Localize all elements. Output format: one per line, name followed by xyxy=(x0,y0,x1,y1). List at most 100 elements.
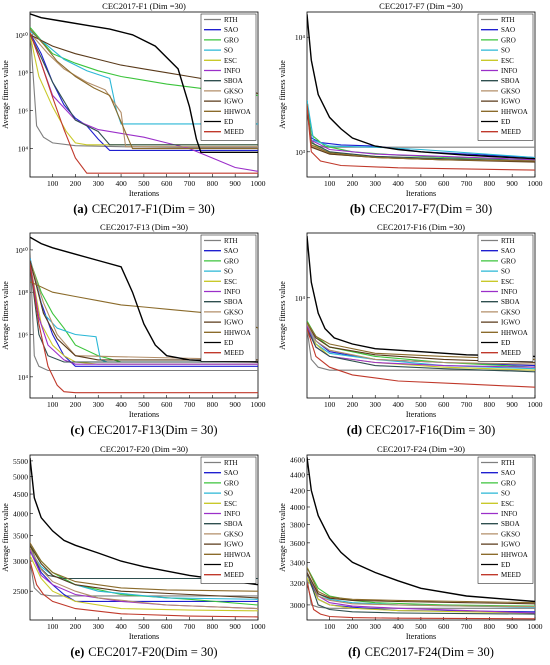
y-tick-label: 10⁴ xyxy=(295,33,306,42)
series-line-so xyxy=(30,30,258,125)
series-line-ed xyxy=(307,14,535,160)
x-tick-label: 1000 xyxy=(251,179,266,188)
legend-label: ESC xyxy=(224,500,237,508)
legend-label: IGWO xyxy=(501,98,520,106)
series-line-sao xyxy=(30,550,258,602)
y-tick-label: 10⁴ xyxy=(18,145,29,154)
legend-label: IGWO xyxy=(224,319,243,327)
x-tick-label: 800 xyxy=(207,622,219,631)
panel-caption-letter: (d) xyxy=(347,423,362,437)
series-line-meed xyxy=(30,32,258,174)
panel-caption-text: CEC2017-F16(Dim = 30) xyxy=(366,423,495,437)
x-tick-label: 600 xyxy=(438,179,450,188)
chart-title: CEC2017-F1 (Dim =30) xyxy=(102,1,186,11)
legend-label: INFO xyxy=(501,288,517,296)
legend-label: ED xyxy=(501,118,510,126)
x-tick-label: 200 xyxy=(347,179,359,188)
y-tick-label: 5000 xyxy=(13,473,28,482)
x-axis-label: Iterations xyxy=(406,410,436,419)
legend-label: ESC xyxy=(224,57,237,65)
x-tick-label: 100 xyxy=(47,622,59,631)
x-tick-label: 400 xyxy=(392,179,404,188)
legend-label: RTH xyxy=(224,16,238,24)
y-tick-label: 3800 xyxy=(290,520,305,529)
y-tick-label: 10⁶ xyxy=(18,331,29,340)
x-tick-label: 600 xyxy=(161,179,173,188)
legend-label: HHWOA xyxy=(501,551,528,559)
x-tick-label: 500 xyxy=(138,622,150,631)
legend-label: GKSO xyxy=(224,308,243,316)
series-line-ed xyxy=(30,236,258,363)
y-tick-label: 10⁸ xyxy=(18,288,29,297)
series-line-meed xyxy=(307,582,535,620)
legend-label: ESC xyxy=(501,500,514,508)
y-tick-label: 10⁴ xyxy=(18,373,29,382)
x-tick-label: 700 xyxy=(461,179,473,188)
series-line-igwo xyxy=(307,572,535,605)
series-line-sboa xyxy=(30,264,258,363)
series-line-hhwoa xyxy=(307,103,535,162)
legend-box xyxy=(477,456,534,584)
series-line-rth xyxy=(307,328,535,371)
legend-label: GRO xyxy=(224,36,239,44)
y-tick-label: 10¹⁰ xyxy=(15,31,28,40)
legend-label: GKSO xyxy=(501,530,520,538)
x-tick-label: 300 xyxy=(370,179,382,188)
panel-caption: (d) CEC2017-F16(Dim = 30) xyxy=(347,423,496,437)
series-line-rth xyxy=(30,249,258,372)
legend-label: ED xyxy=(224,561,233,569)
series-line-info xyxy=(30,262,258,365)
y-tick-label: 4600 xyxy=(290,455,305,464)
legend-box xyxy=(200,456,257,584)
x-tick-label: 500 xyxy=(138,179,150,188)
legend-label: GRO xyxy=(224,479,239,487)
x-tick-label: 200 xyxy=(70,400,82,409)
x-axis-label: Iterations xyxy=(406,632,436,641)
x-tick-label: 400 xyxy=(115,622,127,631)
legend-label: RTH xyxy=(501,237,515,245)
legend-label: GKSO xyxy=(224,87,243,95)
series-group xyxy=(307,236,535,388)
series-line-sboa xyxy=(30,34,258,146)
x-tick-label: 800 xyxy=(207,400,219,409)
series-line-rth xyxy=(30,29,258,149)
legend-label: GRO xyxy=(501,257,516,265)
x-tick-label: 700 xyxy=(461,622,473,631)
legend-label: SO xyxy=(501,47,510,55)
legend-label: ESC xyxy=(224,278,237,286)
legend-label: HHWOA xyxy=(501,108,528,116)
legend-label: GRO xyxy=(501,479,516,487)
chart-panel-3: CEC2017-F13 (Dim =30) 100 200 300 400 500 600 7… xyxy=(1,222,266,437)
x-tick-label: 500 xyxy=(138,400,150,409)
x-tick-label: 900 xyxy=(230,400,242,409)
legend-box xyxy=(477,234,534,362)
legend-label: HHWOA xyxy=(501,329,528,337)
series-line-gkso xyxy=(307,323,535,365)
panel-caption-letter: (a) xyxy=(73,202,88,216)
series-line-meed xyxy=(30,560,258,618)
series-line-esc xyxy=(307,577,535,614)
panel-caption-letter: (b) xyxy=(350,202,365,216)
series-line-sboa xyxy=(307,328,535,373)
x-tick-label: 100 xyxy=(324,400,336,409)
series-line-hhwoa xyxy=(30,28,258,150)
legend-label: SAO xyxy=(501,469,515,477)
y-tick-label: 4500 xyxy=(13,490,28,499)
x-tick-label: 100 xyxy=(47,400,59,409)
series-line-esc xyxy=(30,34,258,146)
y-tick-label: 10⁸ xyxy=(18,69,29,78)
legend-label: RTH xyxy=(224,459,238,467)
legend-label: SO xyxy=(224,47,233,55)
legend-label: ED xyxy=(501,339,510,347)
x-tick-label: 1000 xyxy=(251,400,266,409)
y-tick-label: 3000 xyxy=(290,601,305,610)
x-tick-label: 900 xyxy=(230,622,242,631)
x-tick-label: 700 xyxy=(461,400,473,409)
x-tick-label: 200 xyxy=(347,400,359,409)
y-tick-label: 4200 xyxy=(290,486,305,495)
x-tick-label: 700 xyxy=(184,622,196,631)
x-tick-label: 400 xyxy=(392,400,404,409)
x-tick-label: 800 xyxy=(484,400,496,409)
legend-label: INFO xyxy=(224,67,240,75)
